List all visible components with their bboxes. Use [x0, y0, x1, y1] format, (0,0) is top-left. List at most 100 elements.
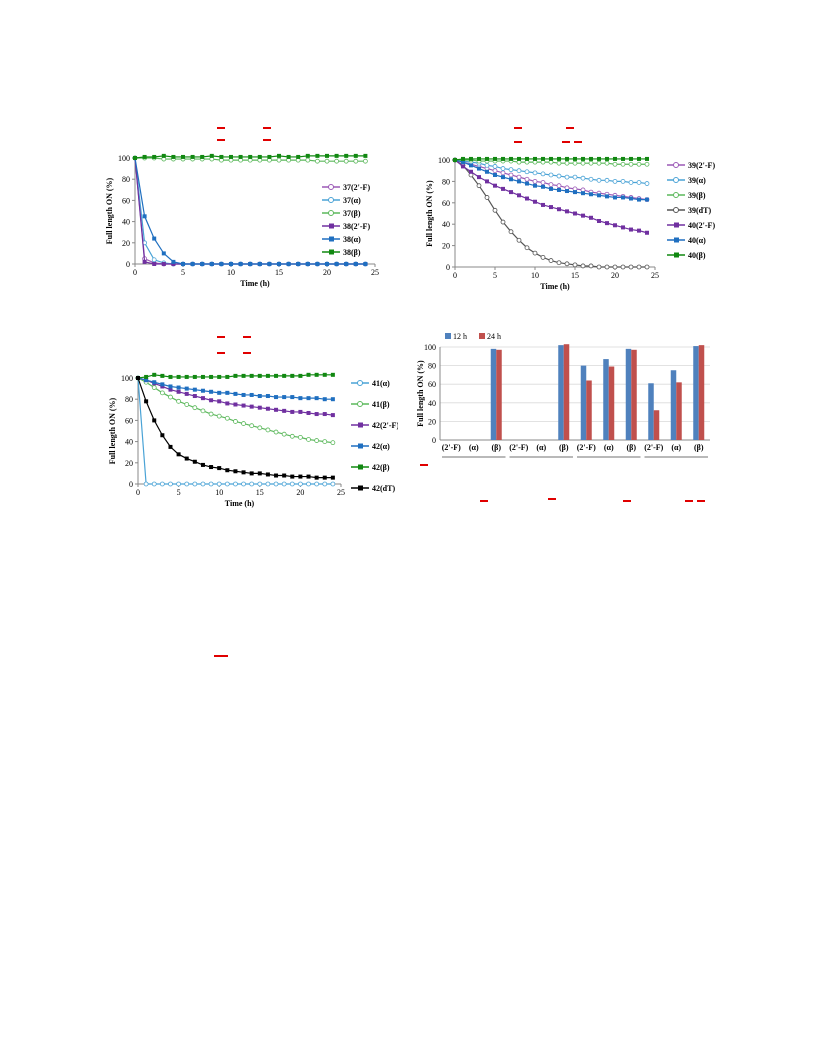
data-point: [217, 374, 222, 379]
y-tick-label: 0: [126, 260, 130, 269]
legend-marker: [674, 252, 679, 258]
data-point: [265, 373, 270, 378]
data-point: [192, 387, 197, 392]
data-point: [168, 394, 173, 400]
data-point: [229, 262, 233, 266]
legend-label: 37(β): [343, 209, 361, 218]
data-point: [241, 421, 246, 426]
data-point: [151, 257, 157, 263]
legend-label: 40(β): [688, 251, 706, 260]
data-point: [613, 195, 617, 200]
red-underline-mark: [480, 500, 488, 502]
data-point: [217, 390, 222, 395]
data-point: [257, 154, 262, 159]
data-point: [289, 481, 295, 487]
data-point: [298, 373, 303, 378]
data-point: [225, 468, 230, 473]
data-point: [290, 409, 295, 414]
data-point: [200, 462, 205, 467]
data-point: [161, 262, 166, 266]
legend-swatch: [479, 333, 485, 339]
red-underline-mark: [697, 500, 705, 502]
data-point: [290, 373, 295, 378]
category-label: (α): [671, 443, 681, 452]
data-point: [621, 195, 625, 200]
y-tick-label: 0: [129, 480, 133, 489]
data-point: [597, 218, 601, 223]
y-tick-label: 60: [428, 380, 436, 389]
data-point: [257, 262, 262, 266]
data-point: [257, 425, 263, 431]
data-point: [613, 223, 617, 228]
legend-label: 38(2'-F): [343, 222, 370, 231]
data-point: [493, 172, 497, 177]
data-point: [274, 407, 279, 412]
legend-marker: [329, 236, 334, 242]
data-point: [533, 199, 537, 204]
data-point: [184, 402, 190, 407]
bar: [631, 349, 637, 440]
data-point: [557, 187, 561, 192]
red-underline-mark: [548, 498, 556, 500]
y-tick-label: 20: [442, 242, 450, 251]
y-tick-label: 40: [125, 438, 133, 447]
data-point: [265, 481, 271, 487]
data-point: [296, 262, 301, 266]
data-point: [224, 415, 230, 421]
data-point: [160, 373, 165, 378]
data-point: [233, 469, 238, 474]
x-tick-label: 5: [181, 268, 185, 277]
data-point: [229, 154, 233, 159]
data-point: [322, 439, 328, 444]
data-point: [517, 179, 521, 184]
data-point: [171, 154, 176, 159]
data-point: [249, 373, 254, 378]
data-point: [548, 172, 554, 178]
data-point: [549, 205, 553, 210]
data-point: [152, 236, 157, 241]
data-point: [216, 413, 222, 419]
data-point: [290, 395, 295, 400]
data-point: [476, 183, 482, 189]
data-point: [597, 156, 601, 161]
data-point: [637, 228, 641, 233]
bar: [586, 380, 592, 440]
data-point: [133, 156, 137, 160]
data-point: [200, 408, 206, 414]
data-point: [517, 193, 521, 198]
data-point: [324, 158, 330, 164]
data-point: [241, 403, 246, 408]
red-underline-mark: [263, 127, 271, 129]
data-point: [492, 207, 498, 213]
red-underline-mark: [243, 336, 251, 338]
data-point: [477, 166, 481, 171]
legend-marker: [329, 249, 334, 255]
data-point: [306, 372, 311, 377]
data-point: [297, 481, 303, 487]
data-point: [628, 161, 634, 167]
legend-label: 41(α): [372, 379, 390, 388]
data-point: [273, 481, 279, 487]
bar: [558, 345, 564, 440]
data-point: [209, 389, 214, 394]
data-point: [314, 412, 319, 417]
data-point: [176, 452, 181, 457]
red-underline-mark: [217, 336, 225, 338]
data-point: [596, 177, 602, 183]
data-point: [493, 183, 497, 188]
data-point: [524, 176, 530, 182]
x-tick-label: 20: [611, 271, 619, 280]
bar: [603, 359, 609, 440]
data-point: [209, 262, 214, 266]
data-point: [257, 481, 263, 487]
data-point: [176, 398, 181, 404]
data-point: [540, 171, 546, 177]
legend-label: 37(α): [343, 196, 361, 205]
data-point: [184, 386, 189, 391]
data-point: [151, 385, 157, 390]
data-point: [233, 481, 238, 487]
data-point: [181, 154, 185, 159]
data-point: [151, 481, 157, 487]
data-point: [314, 475, 319, 480]
data-point: [233, 373, 238, 378]
